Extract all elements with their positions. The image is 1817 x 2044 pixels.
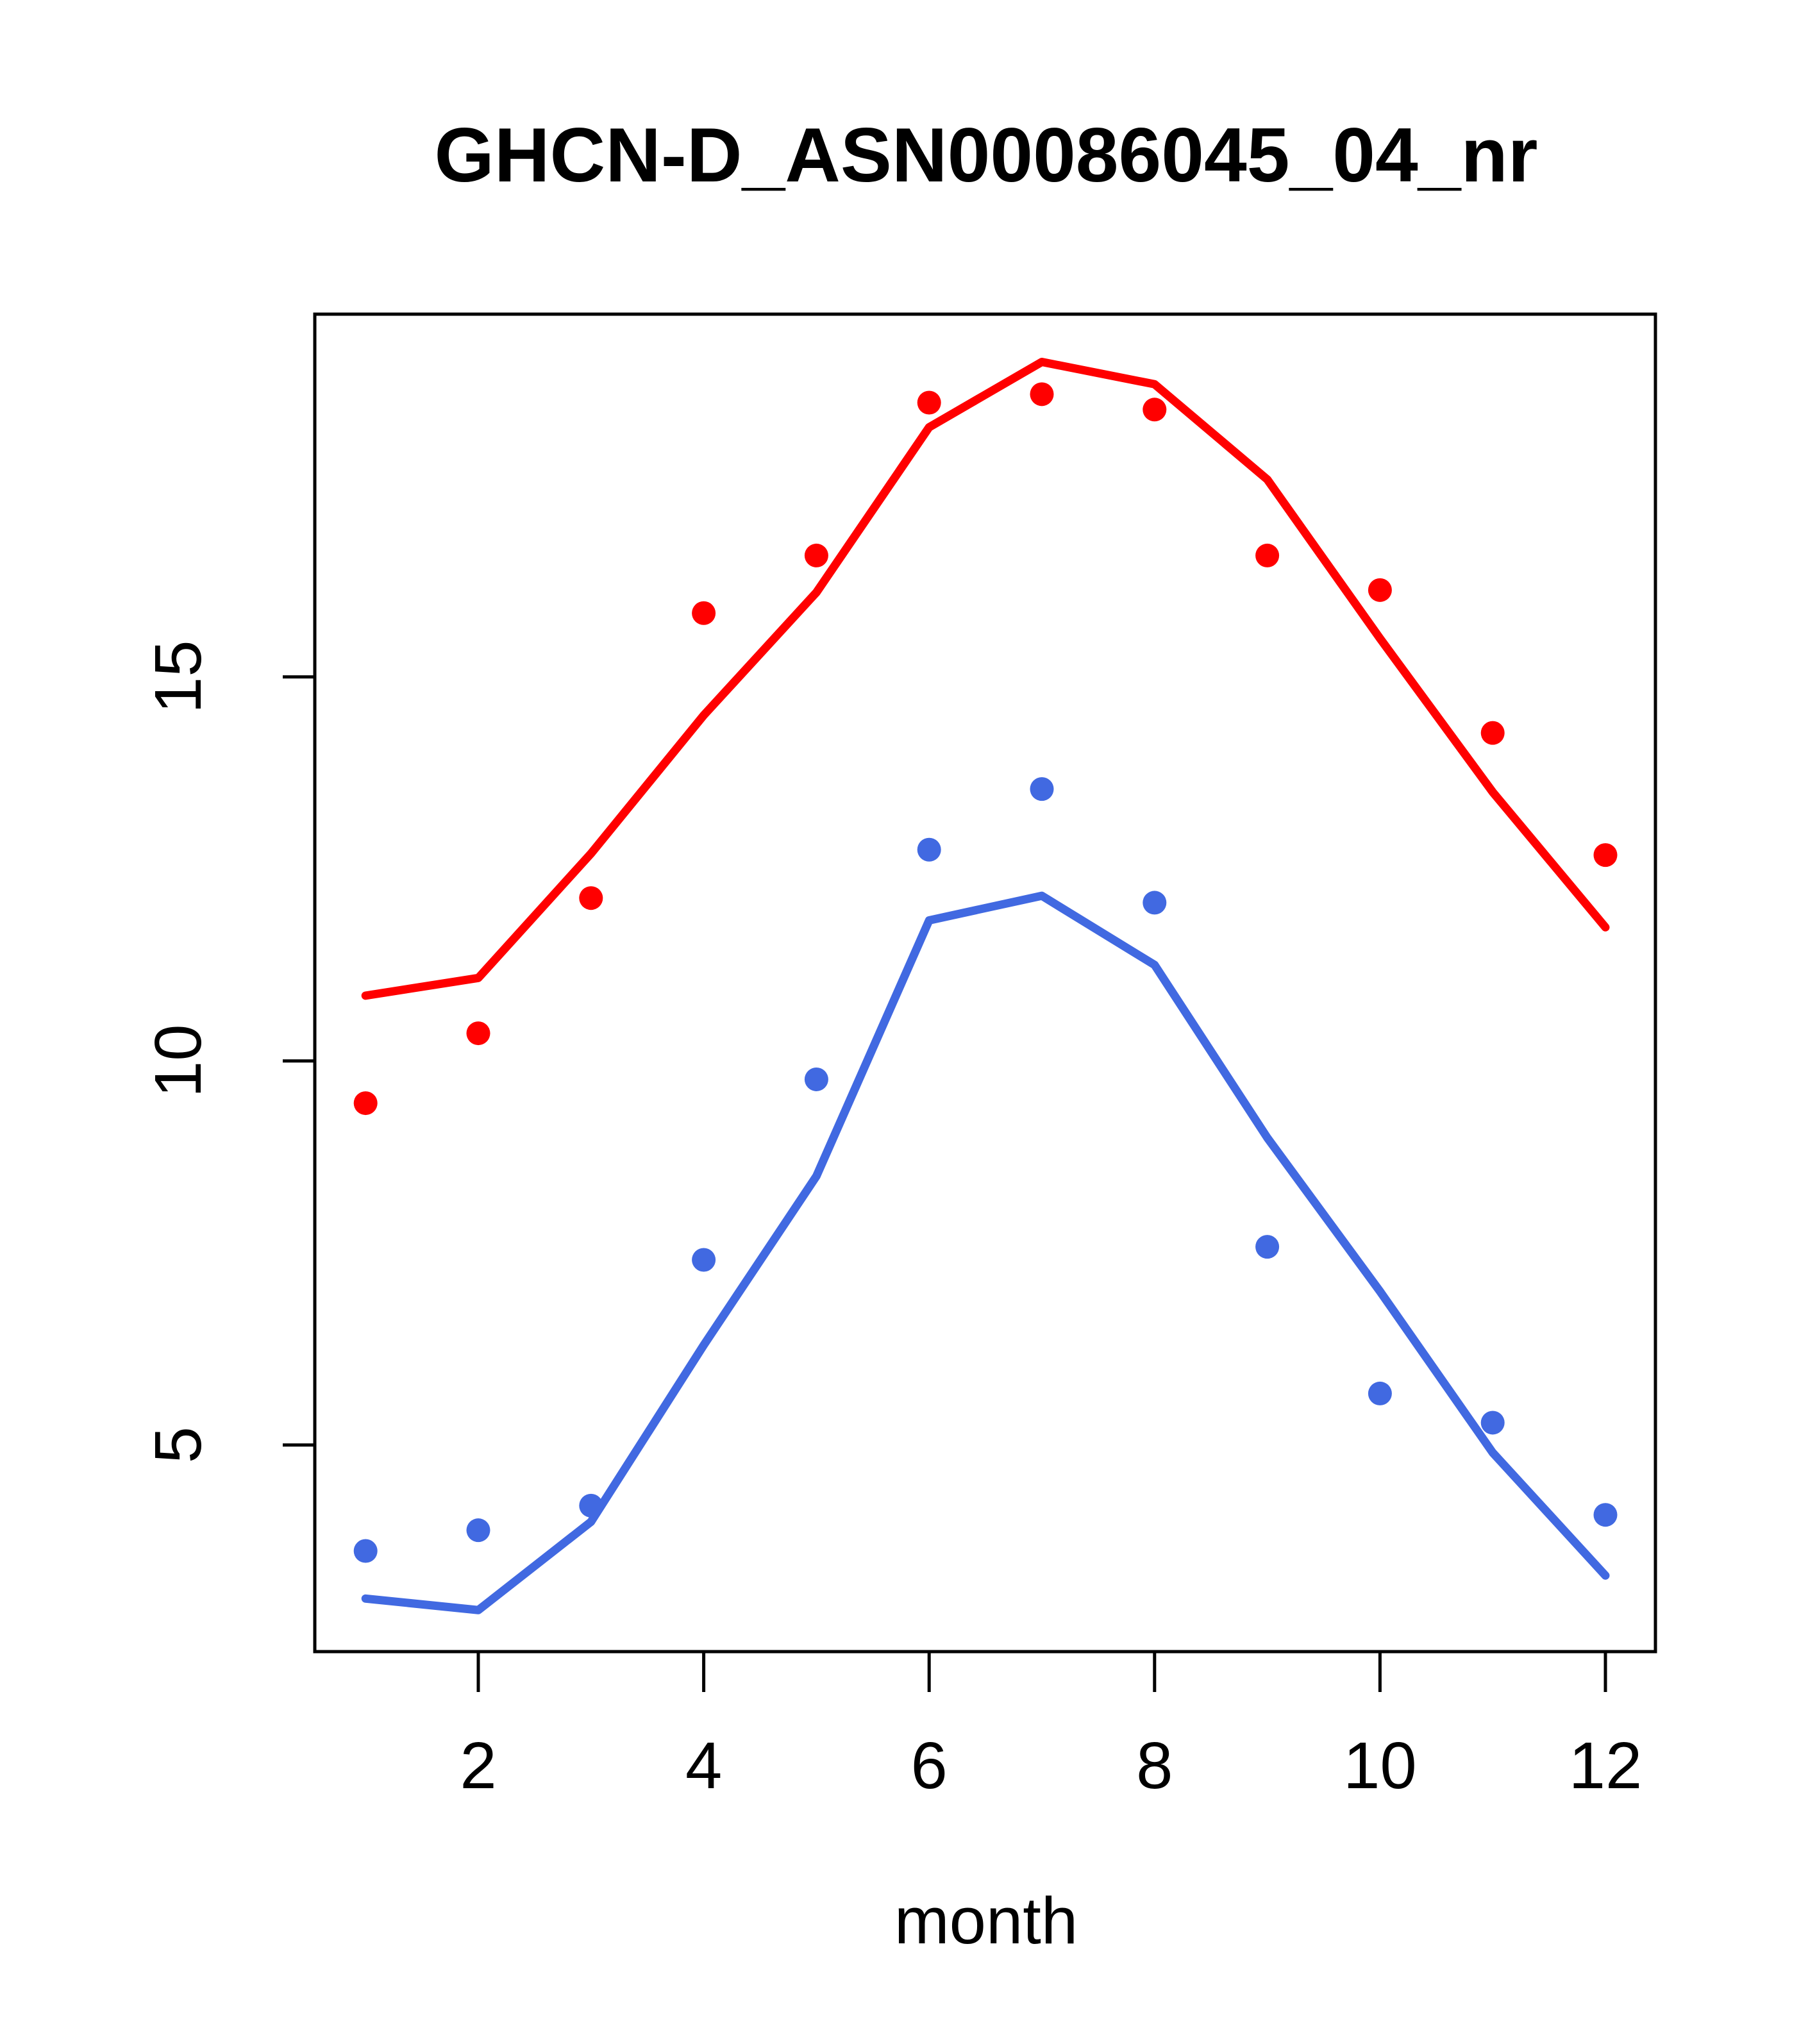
svg-text:month: month — [894, 1884, 1078, 1957]
svg-text:15: 15 — [141, 640, 215, 714]
svg-text:2: 2 — [460, 1729, 496, 1802]
svg-text:5: 5 — [141, 1427, 215, 1463]
svg-text:10: 10 — [141, 1024, 215, 1098]
svg-text:6: 6 — [911, 1729, 948, 1802]
svg-text:8: 8 — [1136, 1729, 1173, 1802]
svg-text:4: 4 — [685, 1729, 722, 1802]
svg-text:10: 10 — [1343, 1729, 1417, 1802]
svg-text:12: 12 — [1569, 1729, 1643, 1802]
svg-text:GHCN-D_ASN00086045_04_nr: GHCN-D_ASN00086045_04_nr — [435, 112, 1538, 198]
